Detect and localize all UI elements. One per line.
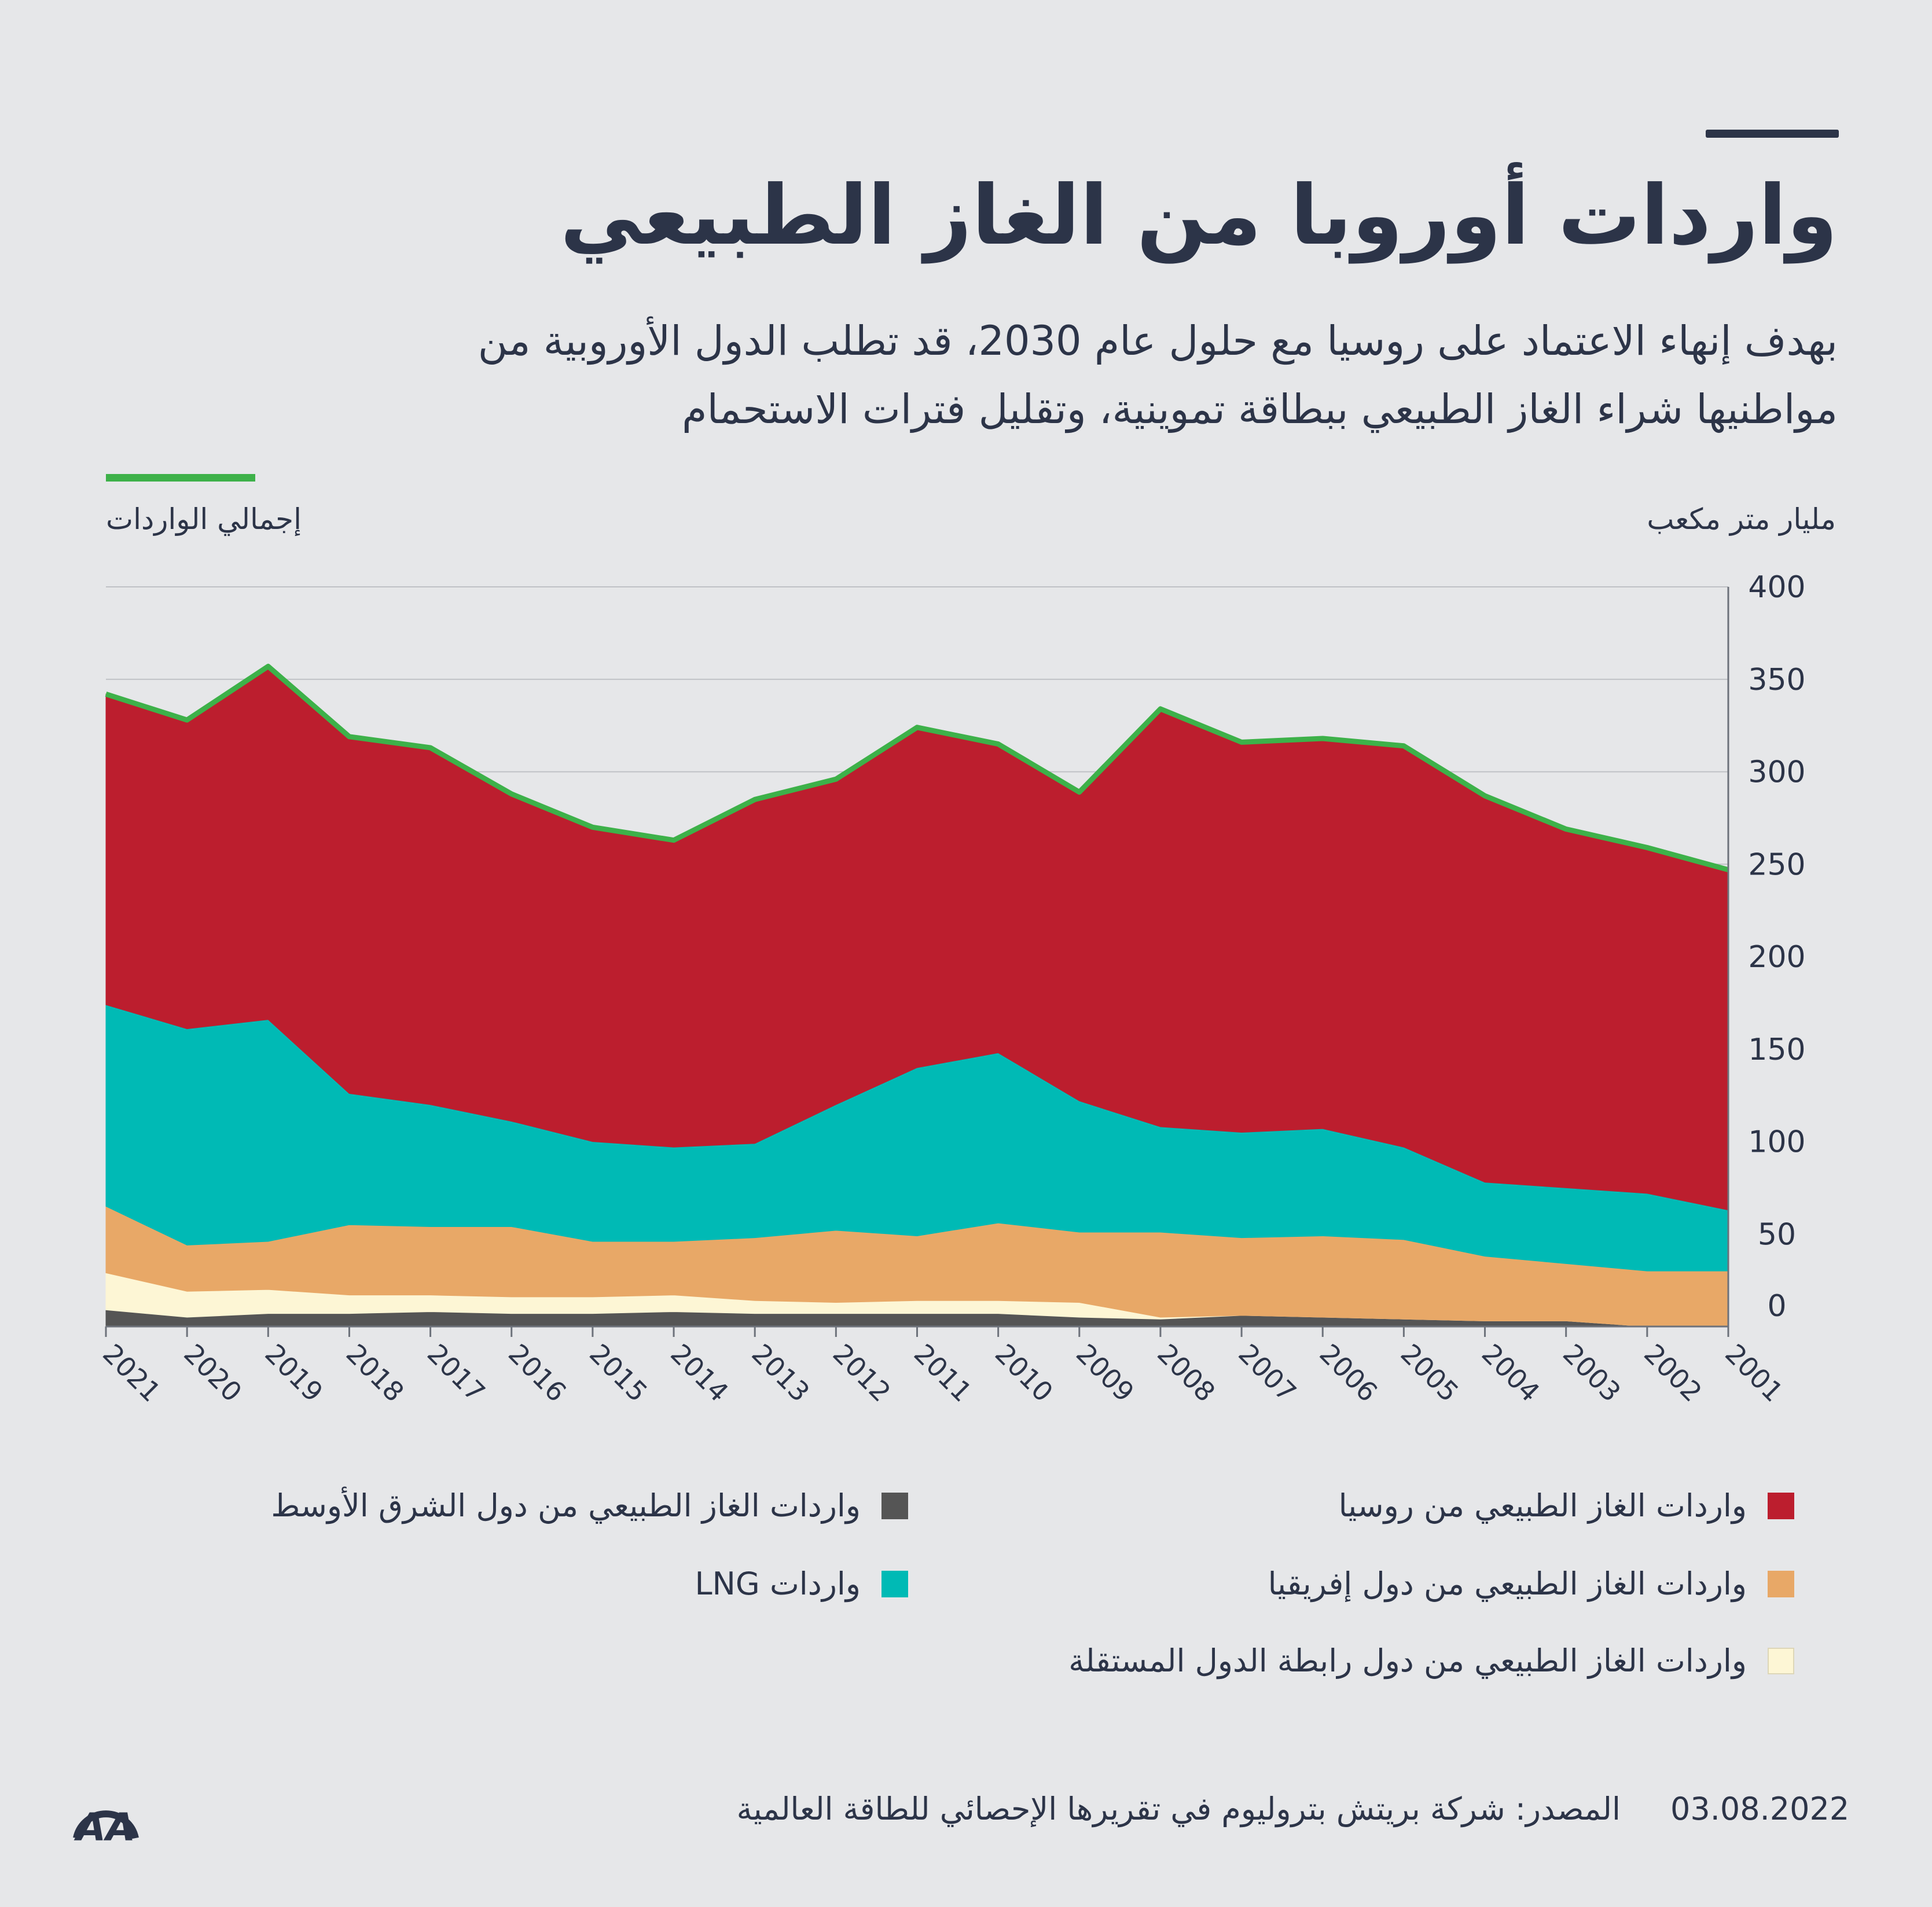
total-imports-line [105,663,1729,873]
x-tick-label: 2010 [989,1338,1059,1408]
total-line-label: إجمالي الواردات [106,502,302,536]
legend-swatch-middle-east [881,1492,908,1519]
x-tick-label: 2014 [664,1338,734,1408]
x-tick-label: 2004 [1476,1338,1546,1408]
x-tick-label: 2008 [1151,1338,1221,1408]
x-tick-label: 2001 [1719,1338,1789,1408]
total-line-legend-swatch [106,474,255,482]
y-tick-label: 150 [1748,1033,1805,1067]
page-subtitle: بهدف إنهاء الاعتماد على روسيا مع حلول عا… [478,317,1838,433]
legend-label-africa: واردات الغاز الطبيعي من دول إفريقيا [1268,1566,1747,1602]
x-tick-labels: 2021 2020 2019 2018 2017 2016 2015 2014 2013 2012… [97,1338,1789,1408]
y-tick-label: 0 [1767,1289,1786,1324]
x-tick-label: 2009 [1070,1338,1140,1408]
x-tick-label: 2017 [421,1338,491,1408]
x-tick-label: 2011 [908,1338,978,1408]
y-tick-label: 100 [1748,1125,1805,1160]
y-tick-label: 200 [1748,940,1805,975]
y-axis-unit-label: مليار متر مكعب [1647,502,1836,536]
header-rule [1706,130,1839,138]
legend-swatch-africa [1768,1570,1794,1597]
y-tick-label: 350 [1748,663,1805,697]
page-title: واردات أوروبا من الغاز الطبيعي [560,168,1838,263]
total-line [105,663,1729,873]
x-tick-label: 2019 [259,1338,329,1408]
x-tick-label: 2020 [178,1338,248,1408]
legend-label-lng: واردات LNG [695,1566,861,1602]
legend-swatch-cis [1768,1647,1794,1674]
legend-item-cis: واردات الغاز الطبيعي من دول رابطة الدول … [1068,1643,1794,1679]
svg-text:AA: AA [74,1805,135,1845]
legend-label-cis: واردات الغاز الطبيعي من دول رابطة الدول … [1068,1643,1747,1679]
aa-logo: AA [73,1805,139,1845]
x-tick-label: 2007 [1232,1338,1302,1408]
x-tick-label: 2003 [1557,1338,1627,1408]
y-tick-label: 50 [1758,1217,1796,1252]
legend-item-middle-east: واردات الغاز الطبيعي من دول الشرق الأوسط [271,1487,908,1524]
x-tick-label: 2005 [1395,1338,1465,1408]
publish-date: 03.08.2022 [1670,1791,1850,1827]
legend-label-middle-east: واردات الغاز الطبيعي من دول الشرق الأوسط [271,1487,861,1524]
y-tick-label: 300 [1748,755,1805,790]
x-tick-label: 2013 [745,1338,816,1408]
x-tick-label: 2012 [827,1338,897,1408]
area-series [105,666,1729,1327]
x-tick-label: 2021 [97,1338,167,1408]
x-tick-label: 2015 [583,1338,653,1408]
legend-item-lng: واردات LNG [695,1566,908,1602]
legend-item-africa: واردات الغاز الطبيعي من دول إفريقيا [1268,1566,1794,1602]
y-tick-label: 400 [1748,570,1805,605]
legend-swatch-russia [1768,1492,1794,1519]
source-note: المصدر: شركة بريتش بتروليوم في تقريرها ا… [736,1791,1621,1827]
x-tick-label: 2006 [1313,1338,1383,1408]
legend-item-russia: واردات الغاز الطبيعي من روسيا [1339,1487,1794,1524]
y-tick-label: 250 [1748,847,1805,882]
legend-swatch-lng [881,1570,908,1597]
axes [105,587,1729,1337]
x-tick-label: 2002 [1638,1338,1708,1408]
x-tick-label: 2018 [340,1338,410,1408]
x-tick-label: 2016 [502,1338,572,1408]
legend-label-russia: واردات الغاز الطبيعي من روسيا [1338,1487,1747,1524]
y-tick-labels: 0 50 100 150 200 250 300 350 400 [1748,570,1805,1324]
